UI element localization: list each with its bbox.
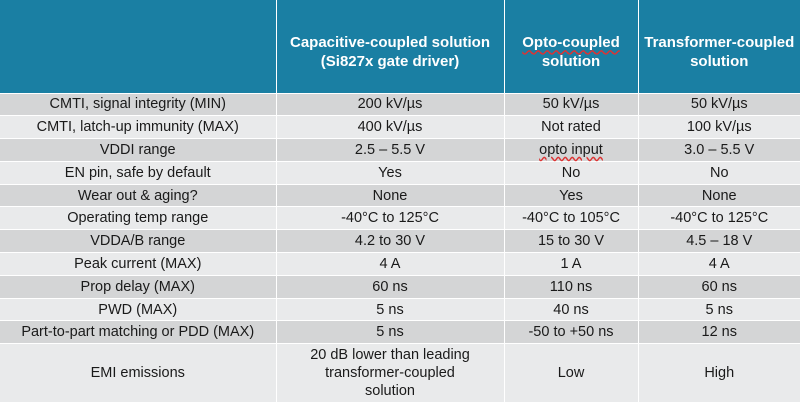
capacitive-value: 400 kV/µs: [276, 115, 505, 139]
capacitive-value: Yes: [276, 160, 505, 185]
transformer-value: None: [638, 183, 800, 207]
header-opto-line2: solution: [541, 53, 601, 71]
header-capacitive-line2: (Si827x gate driver): [320, 53, 460, 71]
capacitive-value: 20 dB lower than leading transformer-coup…: [276, 343, 505, 402]
transformer-value: 5 ns: [638, 297, 800, 321]
opto-value: Low: [504, 343, 639, 402]
capacitive-value: 200 kV/µs: [276, 92, 505, 116]
row-label: Part-to-part matching or PDD (MAX): [0, 320, 277, 344]
row-label: VDDI range: [0, 138, 277, 162]
opto-value: 50 kV/µs: [504, 92, 639, 116]
row-label: Wear out & aging?: [0, 183, 277, 207]
row-label: Prop delay (MAX): [0, 274, 277, 299]
capacitive-value: None: [276, 183, 505, 207]
transformer-value: 60 ns: [638, 274, 800, 299]
row-label: Operating temp range: [0, 206, 277, 230]
opto-value: Yes: [504, 183, 639, 207]
table-row: Part-to-part matching or PDD (MAX) 5 ns -5…: [0, 320, 800, 344]
opto-value: opto input: [504, 138, 639, 162]
cell-text-line: opto input: [539, 141, 603, 158]
opto-value: No: [504, 160, 639, 185]
transformer-value: 100 kV/µs: [638, 115, 800, 139]
table-body: CMTI, signal integrity (MIN) 200 kV/µs 50 …: [0, 92, 800, 402]
opto-value: 15 to 30 V: [504, 229, 639, 253]
table-row: CMTI, signal integrity (MIN) 200 kV/µs 50 …: [0, 92, 800, 116]
header-opto: Opto-coupled solution: [504, 0, 639, 93]
row-label: EMI emissions: [0, 343, 277, 402]
capacitive-value: 60 ns: [276, 274, 505, 299]
table-row: CMTI, latch-up immunity (MAX) 400 kV/µs No…: [0, 115, 800, 139]
opto-value: 1 A: [504, 252, 639, 276]
header-opto-line1: Opto-coupled: [522, 34, 620, 52]
table-row: Operating temp range -40°C to 125°C -40°C …: [0, 206, 800, 230]
capacitive-value: 4 A: [276, 252, 505, 276]
header-capacitive: Capacitive-coupled solution (Si827x gate …: [276, 0, 505, 93]
transformer-value: 3.0 – 5.5 V: [638, 138, 800, 162]
table-row: VDDA/B range 4.2 to 30 V 15 to 30 V 4.5 – 1…: [0, 229, 800, 253]
capacitive-value: 2.5 – 5.5 V: [276, 138, 505, 162]
table-row: VDDI range 2.5 – 5.5 V opto input 3.0 – 5.5…: [0, 138, 800, 162]
transformer-value: 50 kV/µs: [638, 92, 800, 116]
transformer-value: High: [638, 343, 800, 402]
cell-text-line: solution: [365, 383, 415, 400]
capacitive-value: 5 ns: [276, 297, 505, 321]
transformer-value: 12 ns: [638, 320, 800, 344]
header-transformer: Transformer-coupled solution: [638, 0, 800, 93]
table-header: Capacitive-coupled solution (Si827x gate …: [0, 0, 800, 93]
table-row: EMI emissions 20 dB lower than leading tra…: [0, 343, 800, 402]
row-label: PWD (MAX): [0, 297, 277, 321]
opto-value: Not rated: [504, 115, 639, 139]
header-capacitive-line1: Capacitive-coupled solution: [289, 34, 491, 52]
table-row: PWD (MAX) 5 ns 40 ns 5 ns: [0, 297, 800, 321]
capacitive-value: 4.2 to 30 V: [276, 229, 505, 253]
row-label: Peak current (MAX): [0, 252, 277, 276]
header-transformer-line1: Transformer-coupled: [644, 34, 795, 52]
row-label: CMTI, signal integrity (MIN): [0, 92, 277, 116]
header-transformer-line2: solution: [690, 53, 749, 71]
opto-value: -40°C to 105°C: [504, 206, 639, 230]
table-row: EN pin, safe by default Yes No No: [0, 160, 800, 185]
table-row: Wear out & aging? None Yes None: [0, 183, 800, 207]
transformer-value: 4 A: [638, 252, 800, 276]
header-row: Capacitive-coupled solution (Si827x gate …: [0, 0, 800, 93]
capacitive-value: -40°C to 125°C: [276, 206, 505, 230]
row-label: CMTI, latch-up immunity (MAX): [0, 115, 277, 139]
row-label: VDDA/B range: [0, 229, 277, 253]
capacitive-value: 5 ns: [276, 320, 505, 344]
transformer-value: No: [638, 160, 800, 185]
opto-value: -50 to +50 ns: [504, 320, 639, 344]
opto-value: 40 ns: [504, 297, 639, 321]
transformer-value: -40°C to 125°C: [638, 206, 800, 230]
table-row: Prop delay (MAX) 60 ns 110 ns 60 ns: [0, 274, 800, 299]
cell-text-line: 20 dB lower than leading: [310, 347, 470, 364]
transformer-value: 4.5 – 18 V: [638, 229, 800, 253]
opto-value: 110 ns: [504, 274, 639, 299]
row-label: EN pin, safe by default: [0, 160, 277, 185]
header-corner-cell: [0, 0, 277, 93]
cell-text-line: transformer-coupled: [325, 365, 455, 382]
